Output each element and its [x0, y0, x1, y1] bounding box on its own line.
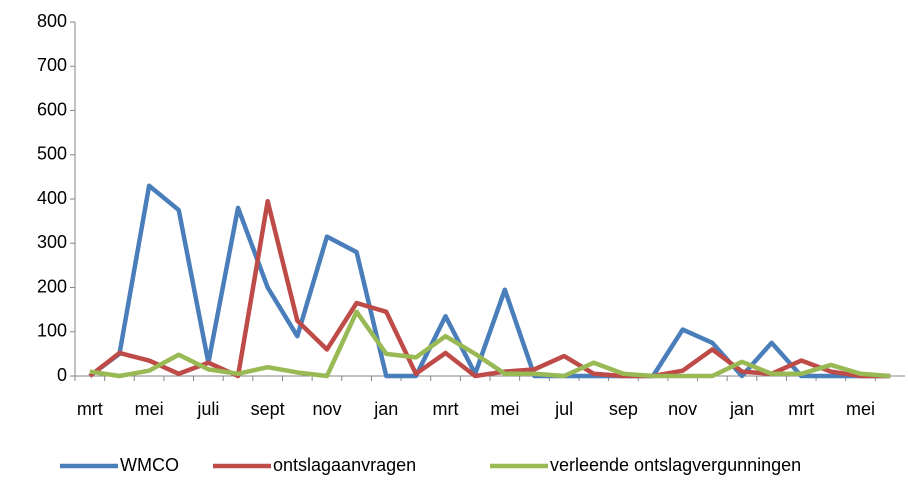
series-line [89, 309, 891, 379]
y-tick-label: 600 [37, 99, 67, 119]
y-tick-label: 100 [37, 321, 67, 341]
legend-label: ontslagaanvragen [273, 455, 416, 475]
x-tick-label: mrt [788, 399, 814, 419]
legend-label: WMCO [120, 455, 179, 475]
y-tick-label: 800 [37, 11, 67, 31]
x-tick-label: mei [846, 399, 875, 419]
legend-label: verleende ontslagvergunningen [550, 455, 801, 475]
y-tick-label: 200 [37, 276, 67, 296]
x-tick-label: nov [312, 399, 341, 419]
x-tick-label: sept [251, 399, 285, 419]
x-tick-label: jan [373, 399, 398, 419]
y-tick-label: 700 [37, 55, 67, 75]
x-tick-label: mrt [433, 399, 459, 419]
x-tick-label: nov [668, 399, 697, 419]
x-tick-label: mei [135, 399, 164, 419]
x-tick-label: jul [554, 399, 573, 419]
y-tick-label: 500 [37, 144, 67, 164]
series-line [88, 183, 891, 379]
x-tick-label: mei [490, 399, 519, 419]
x-tick-label: jan [729, 399, 754, 419]
y-tick-label: 300 [37, 232, 67, 252]
x-tick-label: juli [196, 399, 219, 419]
y-tick-label: 0 [57, 365, 67, 385]
x-tick-label: sep [609, 399, 638, 419]
y-tick-label: 400 [37, 188, 67, 208]
x-tick-label: mrt [77, 399, 103, 419]
